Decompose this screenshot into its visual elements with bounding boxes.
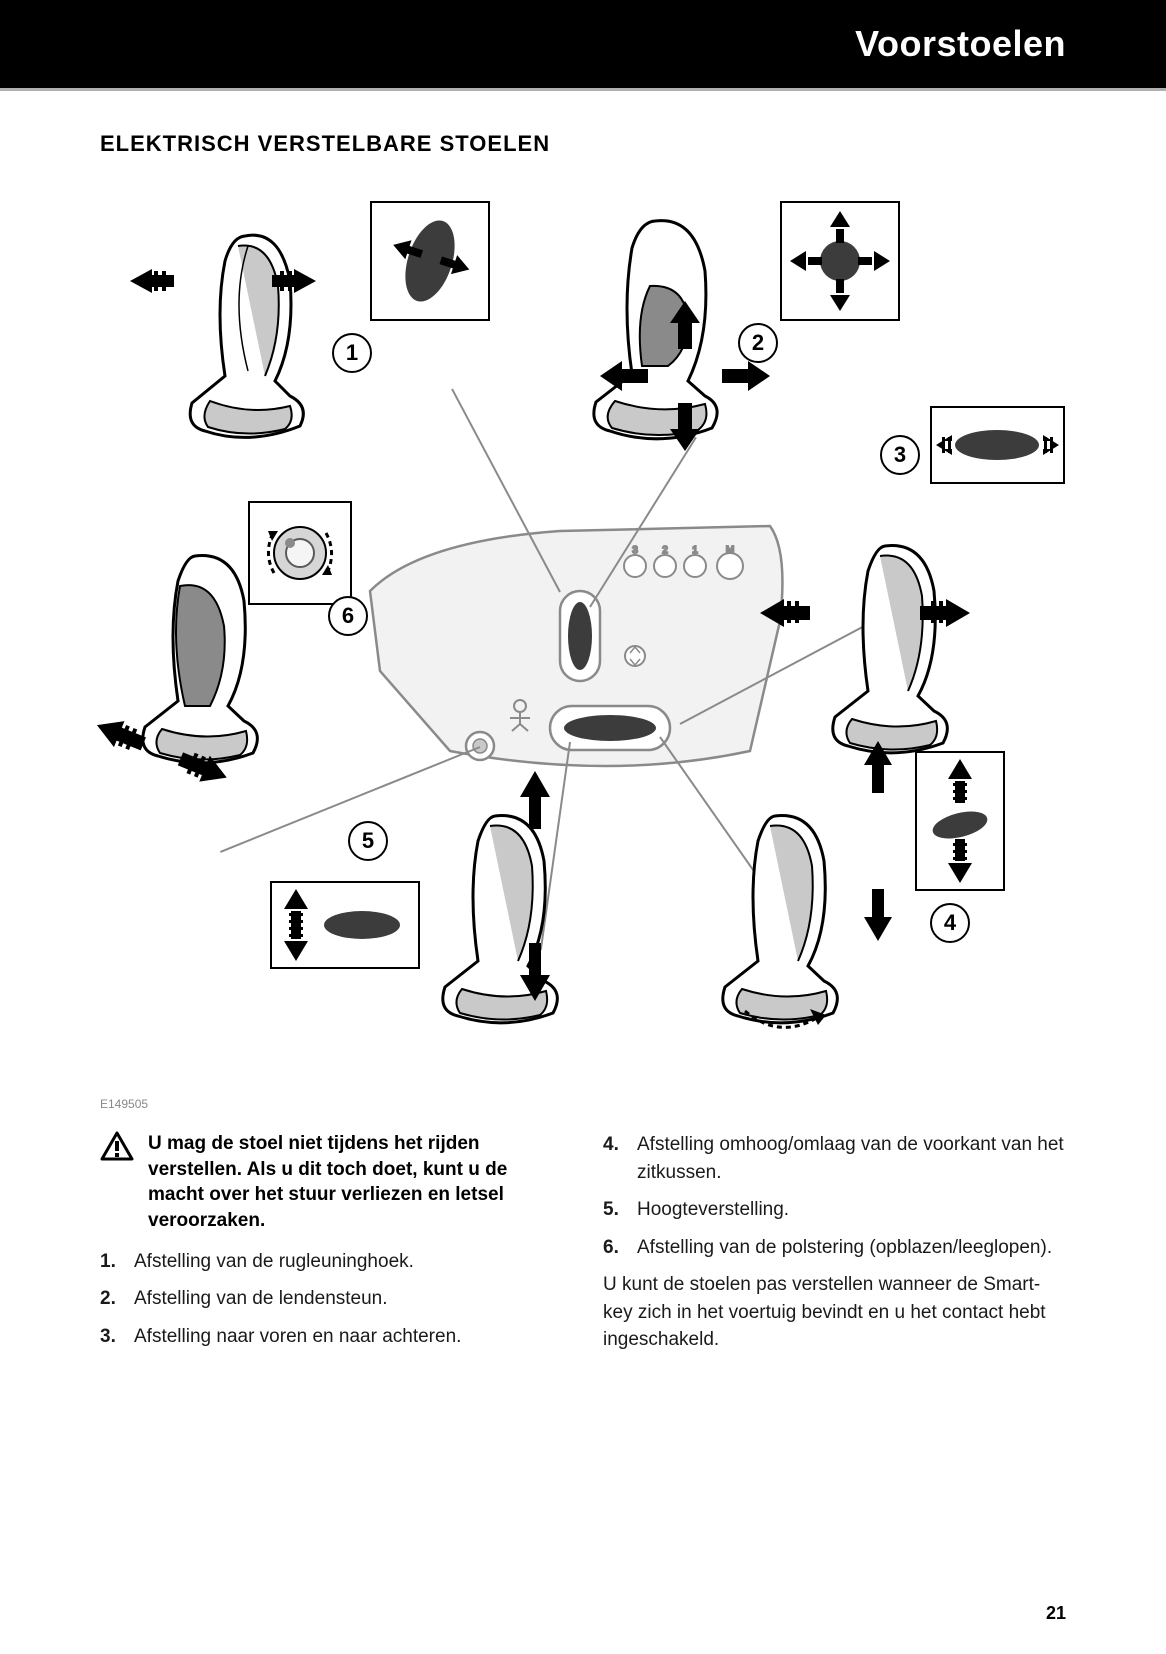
warning-block: U mag de stoel niet tijdens het rijden v… [100, 1131, 563, 1234]
section-title: ELEKTRISCH VERSTELBARE STOELEN [100, 131, 1066, 157]
list-right: 4.Afstelling omhoog/omlaag van de voorka… [603, 1131, 1066, 1261]
seat4-arrows [848, 741, 908, 941]
list-item: 6.Afstelling van de polstering (opblazen… [603, 1234, 1066, 1262]
control-box-2 [780, 201, 900, 321]
right-column: 4.Afstelling omhoog/omlaag van de voorka… [603, 1131, 1066, 1360]
seat6-arrows [90, 721, 230, 791]
list-item-text: Hoogteverstelling. [637, 1196, 789, 1224]
callout-1: 1 [332, 333, 372, 373]
page-title: Voorstoelen [855, 23, 1066, 65]
list-item: 1.Afstelling van de rugleuninghoek. [100, 1248, 563, 1276]
svg-text:2: 2 [662, 545, 668, 556]
seat-controls-diagram: 3 2 1 M [100, 181, 1066, 1111]
callout-4: 4 [930, 903, 970, 943]
control-box-5 [270, 881, 420, 969]
text-columns: U mag de stoel niet tijdens het rijden v… [100, 1131, 1066, 1360]
warning-icon [100, 1131, 134, 1161]
svg-text:1: 1 [692, 545, 698, 556]
list-item-text: Afstelling van de rugleuninghoek. [134, 1248, 414, 1276]
list-item: 5.Hoogteverstelling. [603, 1196, 1066, 1224]
list-left: 1.Afstelling van de rugleuninghoek. 2.Af… [100, 1248, 563, 1351]
seat2-arrows [600, 301, 770, 451]
callout-6: 6 [328, 596, 368, 636]
list-item-text: Afstelling van de lendensteun. [134, 1285, 388, 1313]
left-column: U mag de stoel niet tijdens het rijden v… [100, 1131, 563, 1360]
warning-text: U mag de stoel niet tijdens het rijden v… [148, 1131, 563, 1234]
control-panel-illustration: 3 2 1 M [360, 521, 790, 781]
seat-illustration-4 [690, 811, 860, 1031]
list-item: 4.Afstelling omhoog/omlaag van de voorka… [603, 1131, 1066, 1186]
seat-illustration-3 [800, 541, 970, 761]
control-box-6 [248, 501, 352, 605]
seat1-arrows [130, 261, 330, 321]
svg-text:M: M [726, 545, 734, 556]
figure-id: E149505 [100, 1097, 148, 1111]
content-area: ELEKTRISCH VERSTELBARE STOELEN 3 2 1 M [0, 91, 1166, 1360]
seat5-arrows [500, 771, 570, 1001]
callout-5: 5 [348, 821, 388, 861]
header-bar: Voorstoelen [0, 0, 1166, 88]
page-number: 21 [1046, 1603, 1066, 1624]
control-box-4 [915, 751, 1005, 891]
list-item: 3.Afstelling naar voren en naar achteren… [100, 1323, 563, 1351]
svg-text:3: 3 [632, 545, 638, 556]
control-box-3 [930, 406, 1065, 484]
callout-2: 2 [738, 323, 778, 363]
list-item-text: Afstelling van de polstering (opblazen/l… [637, 1234, 1052, 1262]
callout-3: 3 [880, 435, 920, 475]
seat3-arrows [760, 589, 970, 649]
list-item-text: Afstelling omhoog/omlaag van de voorkant… [637, 1131, 1066, 1186]
closing-paragraph: U kunt de stoelen pas verstellen wanneer… [603, 1271, 1066, 1354]
list-item: 2.Afstelling van de lendensteun. [100, 1285, 563, 1313]
control-box-1 [370, 201, 490, 321]
list-item-text: Afstelling naar voren en naar achteren. [134, 1323, 461, 1351]
